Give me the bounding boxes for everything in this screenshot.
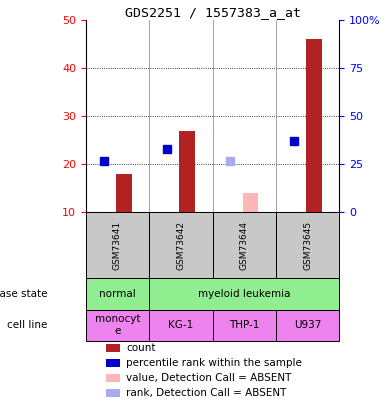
Text: rank, Detection Call = ABSENT: rank, Detection Call = ABSENT bbox=[126, 388, 287, 398]
Bar bbox=[276, 310, 339, 341]
Text: cell line: cell line bbox=[7, 320, 48, 330]
Bar bbox=[86, 212, 149, 279]
Bar bbox=[213, 310, 276, 341]
Text: GSM73644: GSM73644 bbox=[240, 221, 249, 270]
Text: U937: U937 bbox=[294, 320, 321, 330]
Bar bbox=[106, 389, 120, 397]
Text: KG-1: KG-1 bbox=[168, 320, 193, 330]
Bar bbox=[276, 212, 339, 279]
Bar bbox=[106, 344, 120, 352]
Text: myeloid leukemia: myeloid leukemia bbox=[198, 289, 291, 299]
Title: GDS2251 / 1557383_a_at: GDS2251 / 1557383_a_at bbox=[124, 6, 301, 19]
Bar bbox=[213, 212, 276, 279]
Text: count: count bbox=[126, 343, 156, 353]
Bar bbox=[149, 279, 339, 310]
Text: GSM73645: GSM73645 bbox=[303, 221, 312, 270]
Bar bbox=[86, 310, 149, 341]
Text: GSM73641: GSM73641 bbox=[113, 221, 122, 270]
Text: THP-1: THP-1 bbox=[229, 320, 259, 330]
Bar bbox=[243, 193, 259, 212]
Bar bbox=[116, 174, 132, 212]
Bar bbox=[149, 310, 213, 341]
Text: disease state: disease state bbox=[0, 289, 48, 299]
Text: normal: normal bbox=[99, 289, 136, 299]
Bar bbox=[149, 212, 213, 279]
Bar bbox=[106, 374, 120, 382]
Bar bbox=[106, 359, 120, 367]
Text: percentile rank within the sample: percentile rank within the sample bbox=[126, 358, 302, 368]
Bar bbox=[179, 131, 195, 212]
Text: value, Detection Call = ABSENT: value, Detection Call = ABSENT bbox=[126, 373, 292, 383]
Text: monocyt
e: monocyt e bbox=[95, 315, 140, 336]
Text: GSM73642: GSM73642 bbox=[176, 221, 185, 270]
Bar bbox=[86, 279, 149, 310]
Bar bbox=[306, 39, 322, 212]
